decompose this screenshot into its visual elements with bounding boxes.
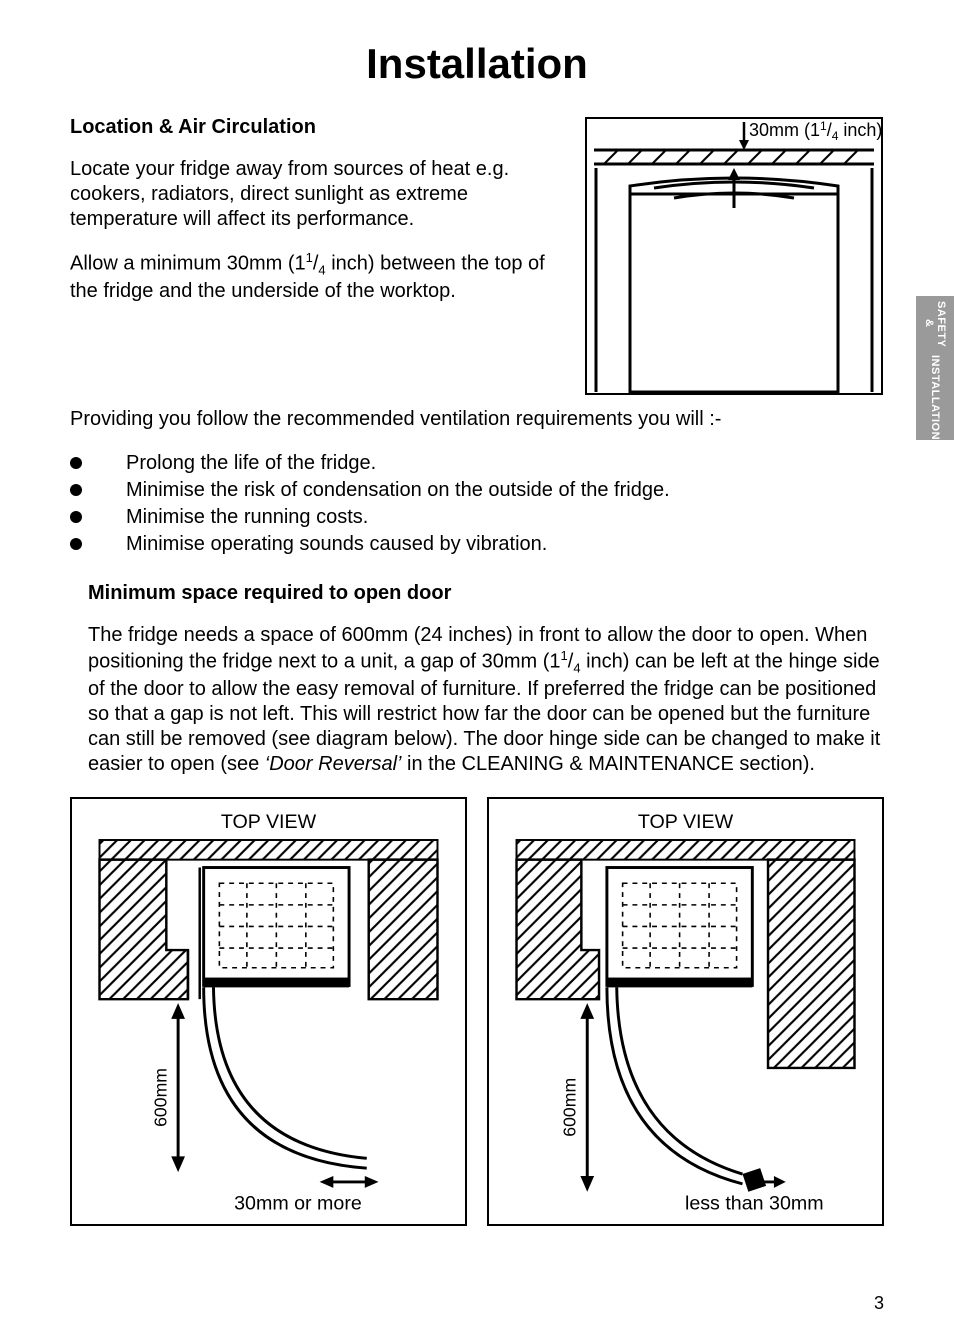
side-tab: SAFETY & INSTALLATION [916,296,954,440]
clearance-figure: 30mm (11/4 inch) [584,116,884,401]
bullet-icon [70,457,82,469]
door-paragraph: The fridge needs a space of 600mm (24 in… [88,623,884,777]
door-frac-num: 1 [561,648,568,663]
page: Installation Location & Air Circulation … [0,0,954,1336]
side-tab-line2: INSTALLATION [929,355,941,440]
door-p1c: in the CLEANING & MAINTENANCE section). [402,753,815,775]
location-p1: Locate your fridge away from sources of … [70,157,570,232]
benefit-item: Prolong the life of the fridge. [70,450,884,477]
section2: Minimum space required to open door The … [70,582,884,777]
topview-right: TOP VIEW [487,797,884,1226]
page-number: 3 [874,1293,884,1314]
bullet-icon [70,511,82,523]
dim-600-right: 600mm [559,1078,579,1137]
intro-text: Location & Air Circulation Locate your f… [70,116,570,322]
topview-diagrams: TOP VIEW [70,797,884,1226]
p2-frac-num: 1 [306,250,313,265]
benefit-text: Minimise the running costs. [126,504,368,531]
dim-600-left: 600mm [150,1068,170,1127]
topview-right-svg: TOP VIEW [489,799,882,1219]
topview-right-caption: less than 30mm [685,1192,824,1214]
p2-frac-den: 4 [318,263,325,278]
door-em: ‘Door Reversal’ [265,753,402,775]
benefit-text: Minimise the risk of condensation on the… [126,477,670,504]
topview-left-svg: TOP VIEW [72,799,465,1219]
location-p2: Allow a minimum 30mm (11/4 inch) between… [70,250,570,304]
benefit-item: Minimise the risk of condensation on the… [70,477,884,504]
topview-title: TOP VIEW [221,811,317,833]
intro-row: Location & Air Circulation Locate your f… [70,116,884,401]
section-heading-door: Minimum space required to open door [88,582,884,605]
clearance-svg: 30mm (11/4 inch) [584,116,884,396]
bullet-icon [70,484,82,496]
topview-left: TOP VIEW [70,797,467,1226]
topview-title: TOP VIEW [638,811,734,833]
section-heading-location: Location & Air Circulation [70,116,570,139]
topview-left-caption: 30mm or more [234,1192,362,1214]
benefit-item: Minimise operating sounds caused by vibr… [70,531,884,558]
benefit-item: Minimise the running costs. [70,504,884,531]
door-frac-den: 4 [573,661,580,676]
clearance-label: 30mm (11/4 inch) [749,119,882,143]
bullet-icon [70,538,82,550]
benefit-text: Prolong the life of the fridge. [126,450,376,477]
ventilation-intro: Providing you follow the recommended ven… [70,407,884,432]
page-title: Installation [70,40,884,88]
side-tab-line1: SAFETY & [923,296,947,351]
p2-pre: Allow a minimum 30mm (1 [70,253,306,275]
benefit-list: Prolong the life of the fridge. Minimise… [70,450,884,558]
benefit-text: Minimise operating sounds caused by vibr… [126,531,547,558]
